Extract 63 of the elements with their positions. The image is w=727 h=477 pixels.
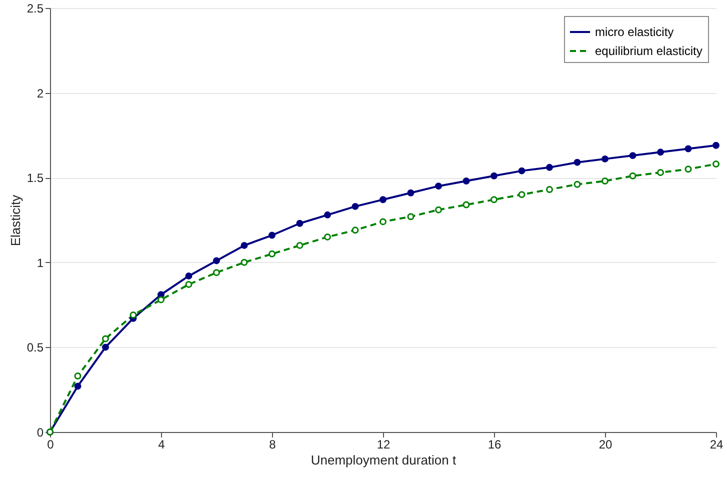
point [130, 311, 137, 318]
point [602, 155, 608, 162]
point [435, 206, 442, 214]
legend-label: equilibrium elasticity [595, 44, 702, 58]
point [185, 280, 192, 288]
x-tick-label: 8 [269, 438, 276, 452]
point [712, 142, 720, 149]
y-tick-label: 1.5 [26, 171, 44, 186]
point [490, 172, 498, 180]
point [185, 272, 192, 280]
point [213, 257, 220, 264]
point [102, 335, 109, 342]
point [684, 166, 692, 173]
point [462, 201, 470, 208]
point [712, 160, 720, 168]
point [240, 258, 248, 266]
point [74, 382, 82, 390]
point [296, 242, 304, 249]
y-tick-label: 0.5 [26, 340, 44, 355]
x-tick-label: 24 [710, 438, 724, 452]
point [407, 189, 414, 196]
point [74, 372, 82, 380]
y-axis-title: Elasticity [8, 194, 23, 246]
point [296, 220, 304, 227]
x-tick-label: 4 [158, 438, 166, 452]
point [657, 169, 664, 176]
point [546, 186, 553, 193]
point [602, 178, 608, 184]
y-tick-label: 1 [36, 256, 44, 270]
point [684, 145, 692, 152]
y-tick-label: 2 [36, 86, 44, 100]
point [268, 232, 276, 239]
x-tick-label: 0 [47, 438, 54, 452]
point [213, 269, 220, 276]
x-tick-label: 16 [488, 438, 502, 452]
y-tick-label: 0 [36, 426, 44, 440]
x-tick-label: 12 [376, 438, 390, 452]
point [407, 213, 414, 220]
x-tick-label: 20 [598, 438, 612, 452]
y-tick-label: 2.5 [26, 2, 44, 16]
point [518, 191, 526, 198]
point [518, 167, 526, 174]
point [352, 226, 359, 234]
point [546, 164, 553, 171]
point [158, 296, 164, 304]
x-axis-title: Unemployment duration t [310, 452, 457, 468]
legend-label: micro elasticity [595, 25, 674, 39]
point [240, 242, 248, 249]
point [435, 182, 442, 190]
point [574, 158, 581, 166]
point [380, 218, 386, 226]
point [462, 178, 470, 184]
point [490, 196, 498, 204]
point [352, 202, 359, 210]
point [380, 196, 386, 204]
point [324, 233, 331, 240]
point [574, 180, 581, 188]
point [629, 172, 636, 180]
point [268, 250, 276, 258]
point [324, 211, 331, 218]
point [629, 152, 636, 160]
point [657, 148, 664, 156]
point [102, 344, 109, 351]
